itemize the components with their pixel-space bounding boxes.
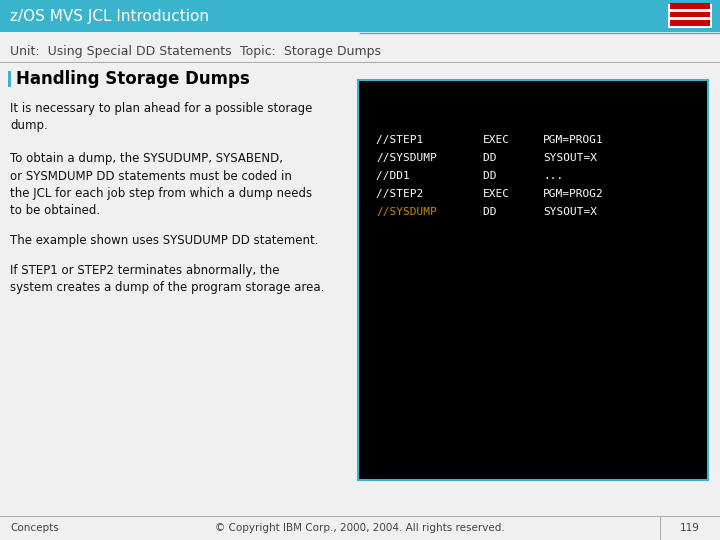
Text: SYSOUT=X: SYSOUT=X [543, 153, 597, 163]
Bar [668, 4, 712, 28]
Text: //STEP2: //STEP2 [376, 189, 437, 199]
Text: Unit:  Using Special DD Statements: Unit: Using Special DD Statements [10, 45, 232, 58]
Text: Topic:  Storage Dumps: Topic: Storage Dumps [240, 45, 381, 58]
Text: EXEC: EXEC [483, 135, 510, 145]
Text: © Copyright IBM Corp., 2000, 2004. All rights reserved.: © Copyright IBM Corp., 2000, 2004. All r… [215, 523, 505, 533]
Bar [358, 80, 708, 480]
Text: //SYSDUMP: //SYSDUMP [376, 207, 437, 217]
Text: PGM=PROG1: PGM=PROG1 [543, 135, 604, 145]
Text: EXEC: EXEC [483, 189, 510, 199]
Text: SYSOUT=X: SYSOUT=X [543, 207, 597, 217]
Text: PGM=PROG2: PGM=PROG2 [543, 189, 604, 199]
Text: DD: DD [483, 171, 510, 181]
Text: It is necessary to plan ahead for a possible storage
dump.: It is necessary to plan ahead for a poss… [10, 102, 312, 132]
Text: To obtain a dump, the SYSUDUMP, SYSABEND,
or SYSMDUMP DD statements must be code: To obtain a dump, the SYSUDUMP, SYSABEND… [10, 152, 312, 218]
Text: Concepts: Concepts [10, 523, 59, 533]
Text: //SYSDUMP: //SYSDUMP [376, 153, 437, 163]
Text: The example shown uses SYSUDUMP DD statement.: The example shown uses SYSUDUMP DD state… [10, 234, 318, 247]
Bar [8, 71, 11, 87]
Text: 119: 119 [680, 523, 700, 533]
Text: //DD1: //DD1 [376, 171, 437, 181]
Bar [0, 0, 720, 32]
Bar [670, 20, 710, 26]
Text: Handling Storage Dumps: Handling Storage Dumps [16, 70, 250, 88]
Text: If STEP1 or STEP2 terminates abnormally, the
system creates a dump of the progra: If STEP1 or STEP2 terminates abnormally,… [10, 264, 325, 294]
Text: z/OS MVS JCL Introduction: z/OS MVS JCL Introduction [10, 9, 209, 24]
Bar [670, 12, 710, 17]
Text: ...: ... [543, 171, 563, 181]
Text: DD: DD [483, 153, 510, 163]
Text: DD: DD [483, 207, 510, 217]
Text: //STEP1: //STEP1 [376, 135, 444, 145]
Bar [670, 3, 710, 9]
